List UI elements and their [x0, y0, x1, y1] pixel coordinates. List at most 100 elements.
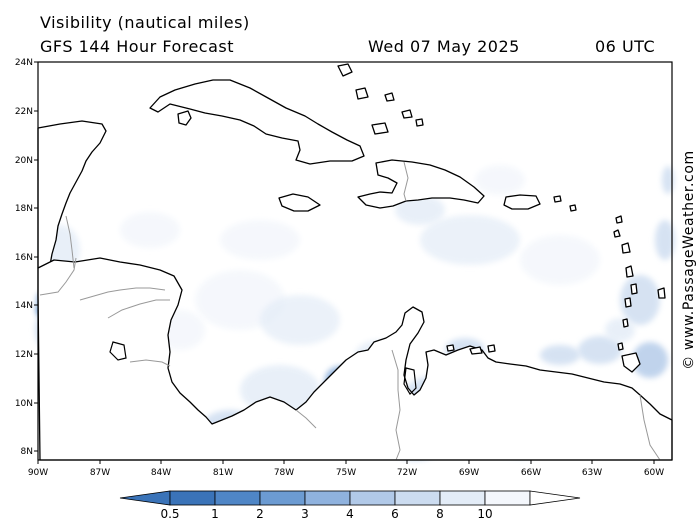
lesser-antilles-9: [617, 342, 624, 351]
cuba-coast: [149, 79, 365, 165]
cay-1: [553, 195, 562, 203]
lon-label: 75W: [336, 468, 356, 478]
lat-label: 16N: [15, 253, 33, 263]
lon-label: 90W: [28, 468, 48, 478]
legend-max-arrow: [529, 490, 581, 506]
forecast-date: Wed 07 May 2025: [368, 37, 520, 56]
border-nicaragua-costa-rica: [129, 359, 171, 367]
forecast-time: 06 UTC: [595, 37, 656, 56]
country-borders: [39, 161, 661, 461]
cay-2: [569, 204, 577, 212]
bahamas-3: [371, 122, 389, 135]
curacao-island: [469, 346, 483, 355]
chart-title: Visibility (nautical miles): [40, 13, 250, 32]
legend-swatch: [484, 490, 531, 506]
visibility-patch: [655, 220, 675, 260]
lat-label: 14N: [15, 301, 33, 311]
visibility-patch: [220, 220, 300, 260]
border-panama-colombia: [295, 409, 317, 429]
lon-label: 81W: [213, 468, 233, 478]
lon-label: 60W: [644, 468, 664, 478]
lat-label: 20N: [15, 156, 33, 166]
lon-label: 78W: [274, 468, 294, 478]
visibility-patch: [475, 165, 525, 195]
legend-swatch: [304, 490, 351, 506]
bahamas-1: [337, 63, 353, 77]
visibility-patch: [605, 318, 635, 342]
border-haiti-dr: [403, 161, 409, 202]
visibility-legend: 0.5 1 2 3 4 6 8 10: [119, 490, 581, 521]
visibility-patch: [520, 235, 600, 285]
lesser-antilles-8: [622, 318, 629, 328]
bahamas-6: [415, 118, 424, 127]
visibility-patch: [395, 195, 445, 225]
lesser-antilles-7: [657, 287, 666, 299]
legend-swatch: [259, 490, 306, 506]
lat-label: 22N: [15, 107, 33, 117]
isla-juventud: [177, 110, 192, 126]
visibility-patch: [420, 215, 520, 265]
lesser-antilles-5: [630, 283, 638, 295]
lon-label: 69W: [459, 468, 479, 478]
lon-label: 87W: [90, 468, 110, 478]
central-america-coast: [37, 257, 673, 461]
lake-maracaibo: [403, 367, 417, 395]
legend-swatch: [349, 490, 396, 506]
legend-label: 3: [301, 507, 309, 521]
bahamas-4: [401, 109, 413, 119]
credit-text: © www.PassageWeather.com: [681, 150, 697, 370]
lakes: [109, 341, 417, 395]
border-colombia-venezuela: [391, 349, 401, 461]
legend-label: 4: [346, 507, 354, 521]
lat-label: 18N: [15, 204, 33, 214]
border-honduras-nicaragua: [107, 299, 170, 319]
lat-label: 8N: [21, 447, 33, 457]
lesser-antilles-4: [625, 265, 634, 278]
visibility-patch: [578, 336, 622, 364]
lesser-antilles-3: [621, 242, 631, 254]
jamaica-island: [278, 193, 321, 212]
visibility-patch: [260, 295, 340, 345]
visibility-patch: [620, 275, 660, 325]
legend-min-arrow: [119, 490, 171, 506]
border-belize: [65, 215, 75, 269]
lon-label: 72W: [397, 468, 417, 478]
lesser-antilles-2: [613, 229, 621, 238]
border-guatemala-honduras: [79, 287, 166, 301]
legend-label: 2: [256, 507, 264, 521]
lat-label: 10N: [15, 399, 33, 409]
legend-swatch: [169, 490, 216, 506]
lat-label: 12N: [15, 350, 33, 360]
visibility-patch: [662, 166, 674, 194]
trinidad-island: [621, 352, 641, 373]
legend-label: 8: [436, 507, 444, 521]
border-venezuela-guyana: [639, 394, 661, 461]
legend-label: 0.5: [160, 507, 179, 521]
forecast-label: GFS 144 Hour Forecast: [40, 37, 235, 56]
map-frame: [37, 61, 673, 461]
longitude-axis: 90W 87W 84W 81W 78W 75W 72W 69W 66W 63W 60W: [28, 460, 664, 478]
lake-nicaragua: [109, 341, 127, 361]
legend-swatch: [394, 490, 441, 506]
puerto-rico-island: [503, 194, 541, 210]
visibility-patch: [632, 342, 668, 378]
legend-label: 6: [391, 507, 399, 521]
legend-swatch: [214, 490, 261, 506]
bahamas-2: [355, 87, 369, 100]
land-areas: [37, 63, 673, 461]
lesser-antilles-1: [615, 215, 623, 224]
latitude-axis: 24N 22N 20N 18N 16N 14N 12N 10N 8N: [15, 58, 38, 457]
lat-label: 24N: [15, 58, 33, 68]
visibility-patch: [120, 212, 180, 248]
bonaire-island: [487, 344, 496, 353]
lon-label: 63W: [582, 468, 602, 478]
hispaniola-island: [357, 159, 485, 209]
legend-label: 10: [477, 507, 492, 521]
border-mexico-guatemala: [39, 257, 77, 296]
visibility-patch: [540, 345, 580, 365]
bahamas-5: [384, 92, 395, 102]
lon-label: 66W: [521, 468, 541, 478]
legend-swatch: [439, 490, 486, 506]
legend-label: 1: [211, 507, 219, 521]
